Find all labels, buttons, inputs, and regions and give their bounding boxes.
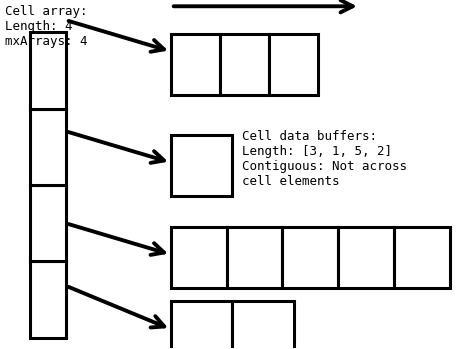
Bar [171,227,227,288]
Bar [220,34,269,95]
Bar [30,185,66,261]
Bar [30,261,66,338]
Bar [30,32,66,109]
Bar [171,34,220,95]
Bar [227,227,283,288]
Bar [338,227,394,288]
Bar [394,227,450,288]
Bar [232,302,294,349]
Bar [30,109,66,185]
Bar [283,227,338,288]
Bar [171,135,232,195]
Bar [171,302,232,349]
Text: Cell array:
Length: 4
mxArrays: 4: Cell array: Length: 4 mxArrays: 4 [5,5,88,47]
Text: Cell data buffers:
Length: [3, 1, 5, 2]
Contiguous: Not across
cell elements: Cell data buffers: Length: [3, 1, 5, 2] … [242,129,407,187]
Bar [269,34,318,95]
